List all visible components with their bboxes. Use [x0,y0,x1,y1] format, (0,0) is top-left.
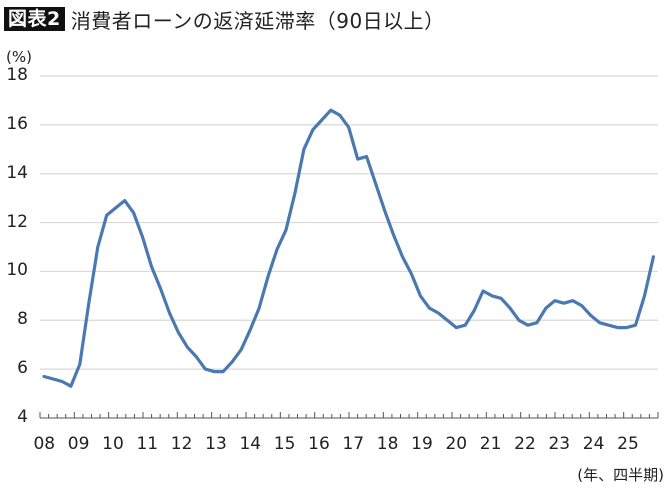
y-tick-label: 18 [6,65,28,85]
y-tick-label: 6 [17,358,28,379]
y-tick-label: 16 [6,113,28,134]
chart-title-text: 消費者ローンの返済延滞率（90日以上） [70,8,445,33]
figure-badge: 図表2 [4,7,65,31]
y-tick-label: 8 [17,309,28,330]
x-tick-label: 10 [102,434,124,454]
x-tick-label: 13 [205,434,227,454]
y-tick-label: 12 [6,211,28,232]
x-tick-label: 09 [67,434,90,454]
x-tick-label: 16 [308,434,330,454]
chart-title: 図表2 消費者ローンの返済延滞率（90日以上） [4,6,445,33]
x-axis-unit: (年、四半期) [577,466,664,484]
y-tick-label: 10 [6,260,28,281]
x-tick-label: 08 [33,434,56,454]
x-tick-label: 22 [514,434,536,454]
x-tick-label: 14 [239,434,262,454]
x-tick-label: 18 [376,434,399,454]
y-tick-label: 14 [6,162,28,183]
x-tick-label: 20 [445,434,468,454]
y-tick-label: 4 [17,407,28,427]
x-tick-label: 11 [136,434,159,454]
x-tick-label: 12 [170,434,193,454]
y-axis-unit: (%) [6,48,32,66]
x-tick-label: 25 [617,434,639,454]
x-tick-label: 24 [582,434,605,454]
x-tick-label: 19 [411,434,433,454]
x-tick-label: 21 [479,434,502,454]
delinquency-rate-line [42,108,656,388]
x-tick-label: 17 [342,434,365,454]
x-tick-label: 23 [548,434,571,454]
x-tick-label: 15 [273,434,296,454]
